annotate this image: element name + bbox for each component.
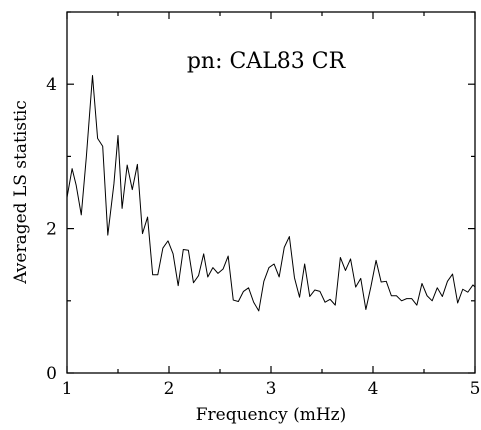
y-axis-label: Averaged LS statistic [11, 100, 31, 285]
x-tick-label: 3 [266, 379, 277, 399]
y-tick-label: 0 [46, 364, 57, 384]
series-line [66, 75, 476, 312]
x-tick-label: 4 [368, 379, 379, 399]
chart-title: pn: CAL83 CR [187, 49, 347, 74]
x-tick-label: 1 [62, 379, 73, 399]
x-axis-label: Frequency (mHz) [196, 405, 347, 425]
ticks [66, 11, 476, 374]
tick-labels: 1 2 3 4 5 0 2 4 [46, 75, 480, 399]
x-tick-label: 5 [470, 379, 481, 399]
x-tick-label: 2 [164, 379, 175, 399]
y-tick-label: 2 [46, 220, 57, 240]
y-tick-label: 4 [46, 75, 57, 95]
